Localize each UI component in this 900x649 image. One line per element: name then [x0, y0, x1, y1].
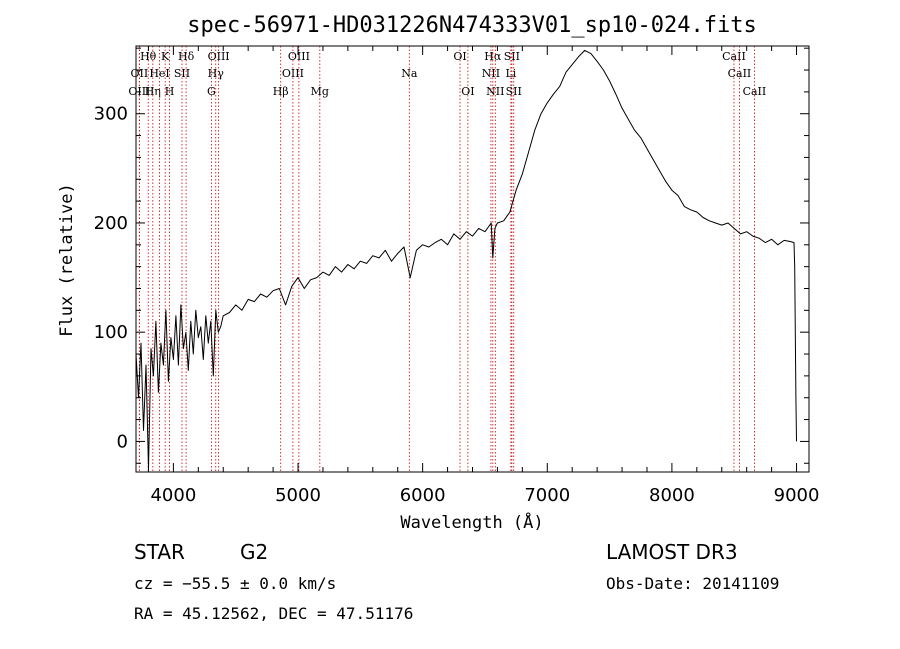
- line-label-1: OII: [131, 67, 149, 80]
- line-label-18: OI: [461, 85, 474, 98]
- line-label-13: OIII: [288, 50, 310, 63]
- line-label-20: NII: [482, 67, 500, 80]
- x-tick-label: 7000: [524, 485, 570, 506]
- line-label-3: Hη: [145, 85, 161, 98]
- x-tick-label: 8000: [649, 485, 695, 506]
- line-label-7: SII: [174, 67, 190, 80]
- y-tick-label: 0: [117, 431, 128, 452]
- x-tick-label: 5000: [275, 485, 321, 506]
- line-label-16: Na: [401, 67, 418, 80]
- obs-date: Obs-Date: 20141109: [606, 574, 779, 593]
- x-tick-label: 9000: [774, 485, 820, 506]
- line-label-6: HeI: [149, 67, 169, 80]
- plot-frame: [135, 45, 810, 473]
- plot-axes: 4000 5000 6000 7000 8000 9000 0 100 200 300: [94, 45, 820, 506]
- line-label-15: Mg: [311, 85, 329, 98]
- line-label-27: CaII: [743, 85, 767, 98]
- line-label-12: Hβ: [273, 85, 289, 98]
- line-label-4: K: [161, 50, 170, 63]
- x-tick-label: 6000: [400, 485, 446, 506]
- redshift-value: cz = −55.5 ± 0.0 km/s: [134, 574, 336, 593]
- line-label-24: SII: [506, 85, 522, 98]
- y-tick-label: 100: [94, 322, 128, 343]
- y-tick-label: 300: [94, 104, 128, 125]
- y-tick-label: 200: [94, 213, 128, 234]
- line-label-10: Hγ: [208, 67, 225, 80]
- line-label-11: G: [207, 85, 216, 98]
- line-label-23: Li: [505, 67, 516, 80]
- chart-title: spec-56971-HD031226N474333V01_sp10-024.f…: [187, 13, 757, 38]
- line-label-21: NII: [486, 85, 504, 98]
- y-axis-label: Flux (relative): [57, 183, 77, 337]
- line-label-9: OIII: [208, 50, 230, 63]
- line-label-5: H: [165, 85, 175, 98]
- line-label-8: Hδ: [178, 50, 195, 63]
- line-label-19: Hα: [484, 50, 502, 63]
- line-label-17: OI: [453, 50, 466, 63]
- line-label-25: CaII: [722, 50, 746, 63]
- line-label-0: Hθ: [140, 50, 157, 63]
- line-label-14: OIII: [282, 67, 304, 80]
- x-axis-label: Wavelength (Å): [400, 511, 543, 533]
- line-label-26: CaII: [728, 67, 752, 80]
- line-label-22: SII: [504, 50, 520, 63]
- x-tick-label: 4000: [150, 485, 196, 506]
- survey-label: LAMOST DR3: [606, 540, 738, 564]
- spectrum-series: [135, 49, 797, 470]
- coordinates: RA = 45.12562, DEC = 47.51176: [134, 604, 413, 623]
- object-class: STAR: [134, 540, 185, 564]
- object-subclass: G2: [240, 540, 268, 564]
- spectrum-line: [135, 49, 797, 470]
